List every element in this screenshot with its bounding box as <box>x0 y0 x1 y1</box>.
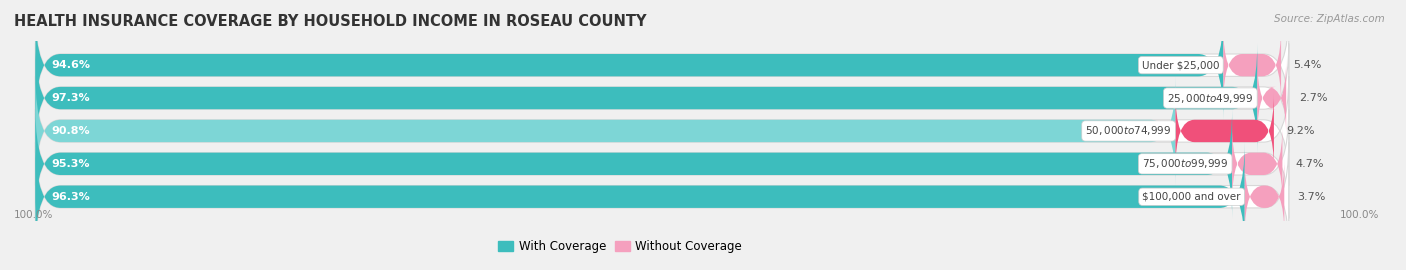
Text: $25,000 to $49,999: $25,000 to $49,999 <box>1167 92 1254 104</box>
FancyBboxPatch shape <box>35 109 1289 218</box>
FancyBboxPatch shape <box>35 109 1232 218</box>
FancyBboxPatch shape <box>35 43 1289 153</box>
FancyBboxPatch shape <box>35 43 1257 153</box>
Text: $50,000 to $74,999: $50,000 to $74,999 <box>1085 124 1171 137</box>
Text: 90.8%: 90.8% <box>52 126 90 136</box>
FancyBboxPatch shape <box>1257 60 1286 136</box>
Text: 3.7%: 3.7% <box>1296 192 1326 202</box>
Text: Source: ZipAtlas.com: Source: ZipAtlas.com <box>1274 14 1385 23</box>
FancyBboxPatch shape <box>1244 158 1284 235</box>
FancyBboxPatch shape <box>35 142 1289 251</box>
FancyBboxPatch shape <box>1175 93 1274 169</box>
Text: 100.0%: 100.0% <box>1340 210 1379 220</box>
Text: 9.2%: 9.2% <box>1286 126 1315 136</box>
Text: $100,000 and over: $100,000 and over <box>1143 192 1241 202</box>
Legend: With Coverage, Without Coverage: With Coverage, Without Coverage <box>496 238 745 255</box>
Text: 96.3%: 96.3% <box>52 192 90 202</box>
FancyBboxPatch shape <box>35 11 1289 120</box>
Text: 5.4%: 5.4% <box>1294 60 1322 70</box>
Text: 95.3%: 95.3% <box>52 159 90 169</box>
FancyBboxPatch shape <box>35 76 1175 185</box>
Text: 97.3%: 97.3% <box>52 93 90 103</box>
Text: HEALTH INSURANCE COVERAGE BY HOUSEHOLD INCOME IN ROSEAU COUNTY: HEALTH INSURANCE COVERAGE BY HOUSEHOLD I… <box>14 14 647 29</box>
Text: $75,000 to $99,999: $75,000 to $99,999 <box>1142 157 1229 170</box>
Text: 100.0%: 100.0% <box>14 210 53 220</box>
Text: 4.7%: 4.7% <box>1295 159 1323 169</box>
Text: 2.7%: 2.7% <box>1299 93 1327 103</box>
FancyBboxPatch shape <box>1223 27 1281 103</box>
Text: 94.6%: 94.6% <box>52 60 91 70</box>
Text: Under $25,000: Under $25,000 <box>1142 60 1219 70</box>
FancyBboxPatch shape <box>35 142 1244 251</box>
FancyBboxPatch shape <box>35 76 1289 185</box>
FancyBboxPatch shape <box>1232 126 1282 202</box>
FancyBboxPatch shape <box>35 11 1223 120</box>
